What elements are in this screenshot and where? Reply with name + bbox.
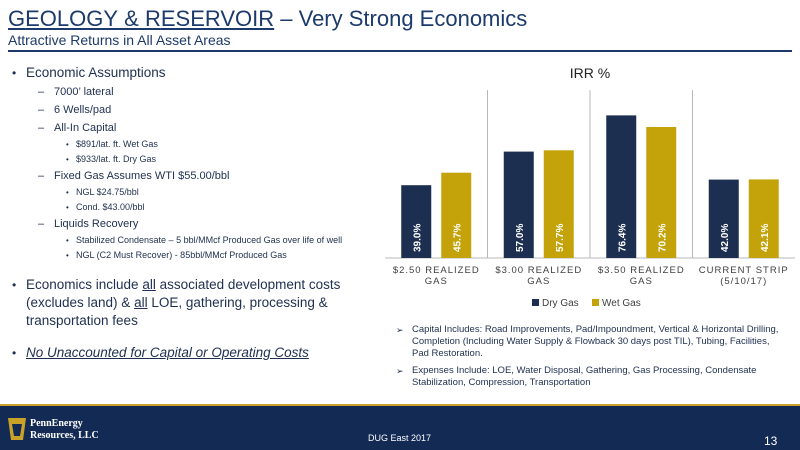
bar-dry-gas xyxy=(606,115,637,259)
bar-value-label: 42.0% xyxy=(720,224,731,252)
item-ngl-price: NGL $24.75/bbl xyxy=(10,186,380,199)
title-geology-reservoir: GEOLOGY & RESERVOIR xyxy=(8,6,274,31)
note-expenses-text: Expenses Include: LOE, Water Disposal, G… xyxy=(412,365,757,388)
logo-line-2: Resources, LLC xyxy=(30,430,99,441)
slide-header: GEOLOGY & RESERVOIR – Very Strong Econom… xyxy=(8,6,792,48)
bar-dry-gas xyxy=(401,185,432,258)
title-rest: – Very Strong Economics xyxy=(274,6,528,31)
title-eservoir: ESERVOIR xyxy=(160,6,275,31)
item-cond-price: Cond. $43.00/bbl xyxy=(10,201,380,214)
arrow-bullet-icon: ➢ xyxy=(396,325,404,335)
bar-dry-gas xyxy=(503,151,534,258)
event-name: DUG East 2017 xyxy=(368,433,432,443)
bullet-economic-assumptions: Economic Assumptions xyxy=(10,64,380,82)
bar-value-label: 76.4% xyxy=(617,224,628,252)
cost-notes: ➢ Capital Includes: Road Improvements, Pa… xyxy=(394,324,784,394)
no-unaccounted-text: No Unaccounted for Capital or Operating … xyxy=(26,345,309,360)
page-number: 13 xyxy=(764,434,778,448)
category-label: $3.00 REALIZED xyxy=(495,265,582,276)
logo-text: PennEnergy Resources, LLC xyxy=(30,418,99,442)
econ-text-b: associated development costs (excludes l… xyxy=(26,277,341,310)
category-label: $3.50 REALIZED xyxy=(598,265,685,276)
chart-title: IRR % xyxy=(570,65,610,81)
category-label: GAS xyxy=(630,276,653,287)
keystone-icon xyxy=(8,418,26,440)
bar-value-label: 57.7% xyxy=(555,224,566,252)
bar-dry-gas xyxy=(708,179,739,258)
bar-wet-gas xyxy=(646,126,677,259)
title-amp: & xyxy=(118,6,145,31)
note-expenses: ➢ Expenses Include: LOE, Water Disposal, … xyxy=(394,365,784,389)
category-label: GAS xyxy=(527,276,550,287)
item-dry-gas-cost: $933/lat. ft. Dry Gas xyxy=(10,153,380,166)
spacer xyxy=(10,330,380,344)
category-label: $2.50 REALIZED xyxy=(393,265,480,276)
category-label: GAS xyxy=(425,276,448,287)
category-label: CURRENT STRIP xyxy=(699,265,789,276)
footer-bar xyxy=(0,406,800,450)
bar-value-label: 39.0% xyxy=(412,224,423,252)
legend-label: Dry Gas xyxy=(542,298,579,309)
item-stabilized-condensate: Stabilized Condensate – 5 bbl/MMcf Produ… xyxy=(10,234,380,247)
bar-value-label: 42.1% xyxy=(760,224,771,252)
category-label: (5/10/17) xyxy=(720,276,767,287)
bar-wet-gas xyxy=(441,172,472,258)
slide-subtitle: Attractive Returns in All Asset Areas xyxy=(8,32,231,48)
assumptions-list: Economic Assumptions 7000’ lateral 6 Wel… xyxy=(10,64,380,362)
sub-lateral: 7000’ lateral xyxy=(10,85,380,100)
note-capital-text: Capital Includes: Road Improvements, Pad… xyxy=(412,324,779,359)
footer-divider xyxy=(0,404,800,406)
sub-fixed-gas: Fixed Gas Assumes WTI $55.00/bbl xyxy=(10,169,380,184)
item-ngl-recover: NGL (C2 Must Recover) - 85bbl/MMcf Produ… xyxy=(10,249,380,262)
legend-label: Wet Gas xyxy=(602,298,641,309)
title-cap-r: R xyxy=(144,6,161,31)
sub-wells: 6 Wells/pad xyxy=(10,103,380,118)
title-eology: EOLOGY xyxy=(25,6,119,31)
bar-wet-gas xyxy=(543,150,574,258)
irr-chart: IRR % 39.0% 45.7% $2.50 REALIZED GAS 57.0% 57.… xyxy=(380,58,800,320)
note-capital: ➢ Capital Includes: Road Improvements, Pa… xyxy=(394,324,784,360)
bar-value-label: 45.7% xyxy=(452,224,463,252)
item-wet-gas-cost: $891/lat. ft. Wet Gas xyxy=(10,138,380,151)
legend-swatch xyxy=(532,299,539,306)
logo-line-1: PennEnergy xyxy=(30,418,83,429)
bar-value-label: 57.0% xyxy=(515,224,526,252)
slide-title: GEOLOGY & RESERVOIR – Very Strong Econom… xyxy=(8,6,792,32)
econ-all-1: all xyxy=(142,277,156,292)
econ-text-a: Economics include xyxy=(26,277,143,292)
econ-text-c: LOE, gathering, processing & transportat… xyxy=(26,295,328,328)
title-cap-g: G xyxy=(8,6,26,31)
bullet-economics-include: Economics include all associated develop… xyxy=(10,276,380,330)
sub-all-in-capital: All-In Capital xyxy=(10,121,380,136)
spacer xyxy=(10,262,380,276)
sub-liquids-recovery: Liquids Recovery xyxy=(10,217,380,232)
title-divider xyxy=(8,50,792,52)
legend-swatch xyxy=(592,299,599,306)
company-logo: PennEnergy Resources, LLC xyxy=(6,416,116,446)
arrow-bullet-icon: ➢ xyxy=(396,366,404,376)
econ-all-2: all xyxy=(134,295,148,310)
bullet-no-unaccounted: No Unaccounted for Capital or Operating … xyxy=(10,344,380,362)
bar-wet-gas xyxy=(748,179,779,258)
bar-value-label: 70.2% xyxy=(657,224,668,252)
